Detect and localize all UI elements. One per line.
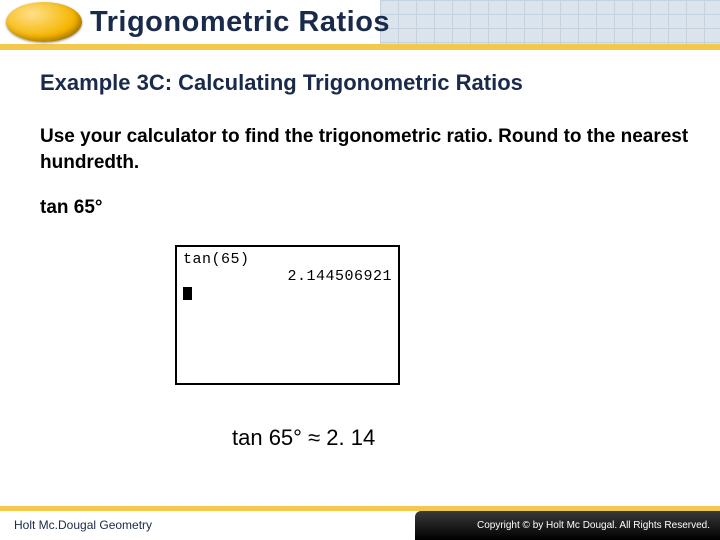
content-area: Example 3C: Calculating Trigonometric Ra… [40, 70, 690, 229]
calculator-screen: tan(65) 2.144506921 [175, 245, 400, 385]
example-heading: Example 3C: Calculating Trigonometric Ra… [40, 70, 690, 96]
header-accent-bar [0, 44, 720, 50]
footer-right-badge: Copyright © by Holt Mc Dougal. All Right… [415, 511, 720, 540]
calc-cursor-line [183, 285, 392, 305]
answer-text: tan 65° ≈ 2. 14 [232, 425, 375, 451]
header-oval-icon [6, 2, 82, 42]
footer: Holt Mc.Dougal Geometry Copyright © by H… [0, 506, 720, 540]
calc-input-line: tan(65) [183, 251, 392, 268]
cursor-icon [183, 287, 192, 300]
copyright-text: Copyright © by Holt Mc Dougal. All Right… [477, 520, 710, 531]
page-title: Trigonometric Ratios [90, 6, 390, 39]
problem-text: tan 65° [40, 197, 690, 219]
header-grid-decor [380, 0, 720, 44]
header-bar: Trigonometric Ratios [0, 0, 720, 50]
calc-result-line: 2.144506921 [183, 268, 392, 285]
instruction-text: Use your calculator to find the trigonom… [40, 124, 690, 175]
footer-left-text: Holt Mc.Dougal Geometry [14, 518, 152, 532]
